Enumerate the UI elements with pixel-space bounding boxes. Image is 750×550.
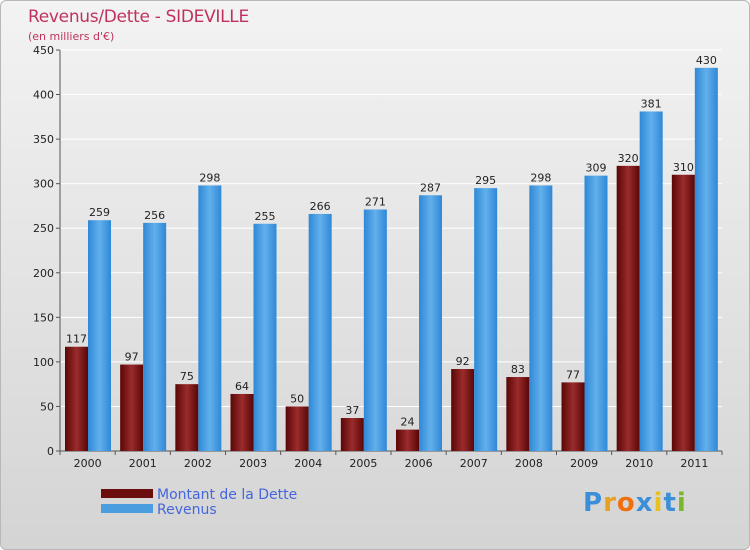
legend-swatch — [101, 489, 153, 498]
revenue-bar — [529, 185, 553, 451]
data-label: 381 — [641, 97, 662, 110]
revenue-bar — [143, 222, 167, 451]
data-label: 309 — [586, 162, 607, 175]
chart-subtitle: (en milliers d'€) — [28, 30, 115, 43]
debt-bar — [671, 174, 695, 451]
x-tick-label: 2008 — [515, 457, 543, 470]
revenue-bar — [198, 185, 222, 451]
y-tick-label: 50 — [40, 400, 54, 413]
proxiti-logo: Proxiti — [583, 488, 687, 518]
y-tick-label: 350 — [33, 133, 54, 146]
revenue-bar — [419, 195, 442, 451]
debt-bar — [561, 382, 585, 451]
x-tick-label: 2000 — [74, 457, 102, 470]
debt-bar — [396, 429, 419, 451]
legend-label: Montant de la Dette — [157, 487, 297, 503]
debt-bar — [65, 346, 88, 451]
data-label: 64 — [235, 380, 249, 393]
data-label: 287 — [420, 181, 441, 194]
data-label: 298 — [530, 171, 551, 184]
debt-bar — [451, 369, 475, 451]
revenue-bar — [639, 111, 663, 451]
data-label: 310 — [673, 161, 694, 174]
x-tick-label: 2007 — [460, 457, 488, 470]
data-label: 117 — [66, 333, 87, 346]
y-tick-label: 0 — [47, 445, 54, 458]
data-label: 271 — [365, 196, 386, 209]
x-tick-label: 2002 — [184, 457, 212, 470]
data-label: 266 — [310, 200, 331, 213]
y-tick-label: 300 — [33, 178, 54, 191]
data-label: 298 — [199, 171, 220, 184]
data-label: 430 — [696, 54, 717, 67]
data-label: 97 — [125, 351, 139, 364]
data-label: 92 — [456, 355, 470, 368]
revenue-bar — [253, 223, 277, 451]
debt-bar — [616, 165, 640, 451]
grid-lines — [60, 49, 722, 452]
legend-label: Revenus — [157, 502, 217, 518]
data-label: 24 — [401, 416, 415, 429]
y-tick-label: 250 — [33, 222, 54, 235]
y-tick-label: 450 — [33, 44, 54, 57]
debt-bar — [120, 364, 144, 451]
bars — [65, 67, 718, 452]
x-tick-label: 2003 — [239, 457, 267, 470]
revenue-bar — [474, 188, 498, 451]
data-label: 320 — [618, 152, 639, 165]
debt-bar — [230, 393, 254, 451]
revenue-bar — [88, 220, 111, 451]
data-label: 256 — [144, 209, 165, 222]
x-tick-label: 2004 — [294, 457, 322, 470]
data-labels: 117 259 97 256 75 298 64 255 50 266 37 271 24 287 92 29… — [66, 54, 717, 429]
debt-bar — [175, 384, 199, 451]
debt-bar — [285, 406, 309, 451]
x-tick-label: 2001 — [129, 457, 157, 470]
chart-title: Revenus/Dette - SIDEVILLE — [28, 7, 249, 27]
y-tick-label: 400 — [33, 89, 54, 102]
x-tick-label: 2010 — [625, 457, 653, 470]
y-tick-label: 150 — [33, 311, 54, 324]
data-label: 50 — [290, 392, 304, 405]
axes: 0 50 100 150 200 250 300 350 400 450 2000 2001 2002 2… — [33, 44, 723, 470]
data-label: 83 — [511, 363, 525, 376]
data-label: 77 — [566, 368, 580, 381]
data-label: 37 — [345, 404, 359, 417]
x-tick-label: 2009 — [570, 457, 598, 470]
legend-swatch — [101, 504, 153, 513]
debt-bar — [340, 418, 364, 451]
revenue-bar — [308, 213, 332, 451]
y-tick-label: 100 — [33, 356, 54, 369]
data-label: 259 — [89, 206, 110, 219]
revenue-bar — [363, 209, 387, 451]
y-tick-label: 200 — [33, 267, 54, 280]
revenue-bar — [584, 175, 608, 451]
data-label: 255 — [255, 210, 276, 223]
debt-bar — [506, 377, 530, 451]
x-tick-label: 2005 — [349, 457, 377, 470]
x-tick-label: 2011 — [680, 457, 708, 470]
data-label: 295 — [475, 174, 496, 187]
revenue-bar — [694, 67, 718, 452]
x-tick-label: 2006 — [405, 457, 433, 470]
data-label: 75 — [180, 370, 194, 383]
